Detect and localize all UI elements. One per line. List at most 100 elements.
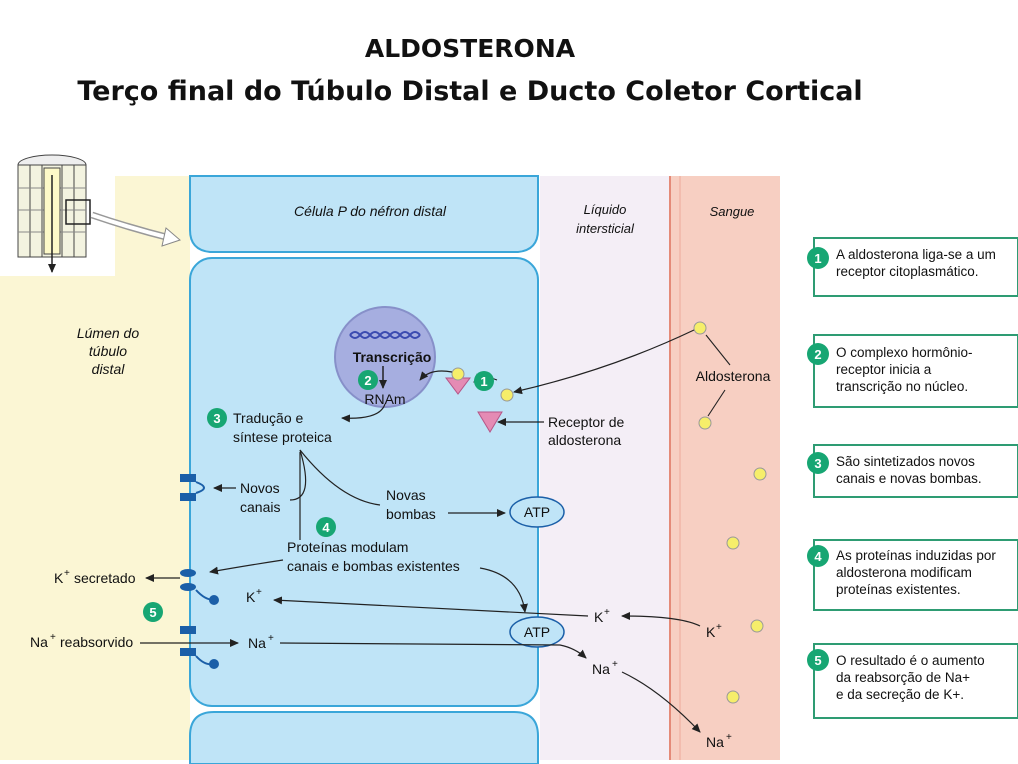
mrna-label: RNAm (364, 391, 405, 407)
svg-text:5: 5 (814, 653, 821, 668)
step-2-line-1: O complexo hormônio- (836, 345, 973, 360)
na-channel-icon (180, 626, 219, 669)
new-channel-icon (180, 474, 205, 501)
interstitial-label-1: Líquido (584, 202, 627, 217)
k-interstitial: K (594, 609, 604, 625)
svg-text:5: 5 (149, 605, 156, 620)
step-box-2: 2 (807, 334, 1018, 408)
na-reabsorbed-na: Na (30, 634, 48, 650)
new-channels-label-1: Novos (240, 480, 280, 496)
step-5-line-2: da reabsorção de Na+ (836, 670, 970, 685)
blood-label: Sangue (710, 204, 755, 219)
svg-text:+: + (268, 633, 274, 644)
step-box-5: 5 (807, 643, 1018, 719)
step-3-marker: 3 (207, 408, 227, 428)
step-5-line-3: e da secreção de K+. (836, 687, 964, 702)
new-pumps-label-1: Novas (386, 487, 426, 503)
svg-text:+: + (604, 607, 610, 618)
step-5-line-1: O resultado é o aumento (836, 653, 985, 668)
proteins-label-1: Proteínas modulam (287, 539, 408, 555)
aldosterone-molecule (750, 619, 764, 633)
svg-text:4: 4 (814, 549, 822, 564)
lower-cell (189, 711, 539, 764)
svg-text:1: 1 (814, 251, 821, 266)
transcription-label: Transcrição (353, 349, 432, 365)
step-box-1: 1 (807, 237, 1018, 297)
k-secreted-label: secretado (74, 570, 136, 586)
svg-text:+: + (716, 622, 722, 633)
step-1-line-2: receptor citoplasmático. (836, 264, 979, 279)
new-pumps-label-2: bombas (386, 506, 436, 522)
step-5-marker: 5 (143, 602, 163, 622)
step-box-3: 3 (807, 444, 1018, 498)
step-1-line-1: A aldosterona liga-se a um (836, 247, 996, 262)
k-secreted-k: K (54, 570, 64, 586)
aldosterone-entering-icon (500, 388, 514, 402)
step-2-line-2: receptor inicia a (836, 362, 932, 377)
step-3-line-1: São sintetizados novos (836, 454, 975, 469)
aldosterone-molecule (693, 321, 707, 335)
step-3-text: São sintetizados novos canais e novas bo… (836, 453, 982, 487)
svg-text:+: + (612, 659, 618, 670)
step-2-line-3: transcrição no núcleo. (836, 379, 969, 394)
receptor-icon (477, 411, 503, 433)
step-1-marker: 1 (474, 371, 494, 391)
lumen-label-3: distal (92, 361, 126, 377)
aldosterone-molecule (698, 416, 712, 430)
atp-pump-new: ATP (509, 496, 565, 528)
lumen-label-1: Lúmen do (77, 325, 139, 341)
svg-text:ATP: ATP (524, 624, 550, 640)
interstitial-label-2: intersticial (576, 221, 635, 236)
atp-pump-existing: ATP (509, 616, 565, 648)
interstitial-region (540, 176, 670, 760)
translation-label-1: Tradução e (233, 410, 304, 426)
k-intracellular: K (246, 589, 256, 605)
svg-text:4: 4 (322, 520, 330, 535)
svg-text:3: 3 (814, 456, 821, 471)
na-reabsorbed-label: reabsorvido (60, 634, 133, 650)
step-4-text: As proteínas induzidas por aldosterona m… (836, 547, 996, 598)
step-1-text: A aldosterona liga-se a um receptor cito… (836, 246, 996, 280)
svg-text:+: + (726, 732, 732, 743)
page-subtitle: Terço final do Túbulo Distal e Ducto Col… (77, 76, 863, 107)
lumen-label-2: túbulo (89, 343, 127, 359)
k-blood: K (706, 624, 716, 640)
na-interstitial: Na (592, 661, 610, 677)
new-channels-label-2: canais (240, 499, 280, 515)
page-title: ALDOSTERONA (364, 34, 576, 63)
receptor-label-1: Receptor de (548, 414, 624, 430)
step-2-text: O complexo hormônio- receptor inicia a t… (836, 344, 973, 395)
blood-vessel-region (670, 176, 780, 760)
step-2-marker: 2 (358, 370, 378, 390)
dna-icon (349, 331, 421, 339)
upper-cell (189, 175, 539, 253)
na-intracellular: Na (248, 635, 266, 651)
receptor-label-2: aldosterona (548, 432, 621, 448)
k-channel-icon (180, 569, 219, 605)
step-4-line-2: aldosterona modificam (836, 565, 972, 580)
k-secreted-plus: + (64, 568, 70, 579)
svg-text:+: + (256, 587, 262, 598)
aldosterone-molecule (726, 536, 740, 550)
step-5-text: O resultado é o aumento da reabsorção de… (836, 652, 985, 703)
step-4-line-3: proteínas existentes. (836, 582, 961, 597)
cell-title: Célula P do néfron distal (294, 203, 447, 219)
aldosterone-molecule (726, 690, 740, 704)
svg-text:3: 3 (213, 411, 220, 426)
step-3-line-2: canais e novas bombas. (836, 471, 982, 486)
translation-label-2: síntese proteica (233, 429, 332, 445)
proteins-label-2: canais e bombas existentes (287, 558, 460, 574)
aldosterone-bound-icon (451, 367, 465, 381)
aldosterone-label: Aldosterona (696, 368, 771, 384)
svg-text:1: 1 (480, 374, 487, 389)
svg-text:ATP: ATP (524, 504, 550, 520)
aldosterone-molecule (753, 467, 767, 481)
svg-text:2: 2 (814, 347, 821, 362)
svg-text:2: 2 (364, 373, 371, 388)
step-4-marker: 4 (316, 517, 336, 537)
tubule-inset (0, 140, 181, 276)
step-4-line-1: As proteínas induzidas por (836, 548, 996, 563)
step-box-4: 4 (807, 539, 1018, 611)
svg-text:+: + (50, 632, 56, 643)
